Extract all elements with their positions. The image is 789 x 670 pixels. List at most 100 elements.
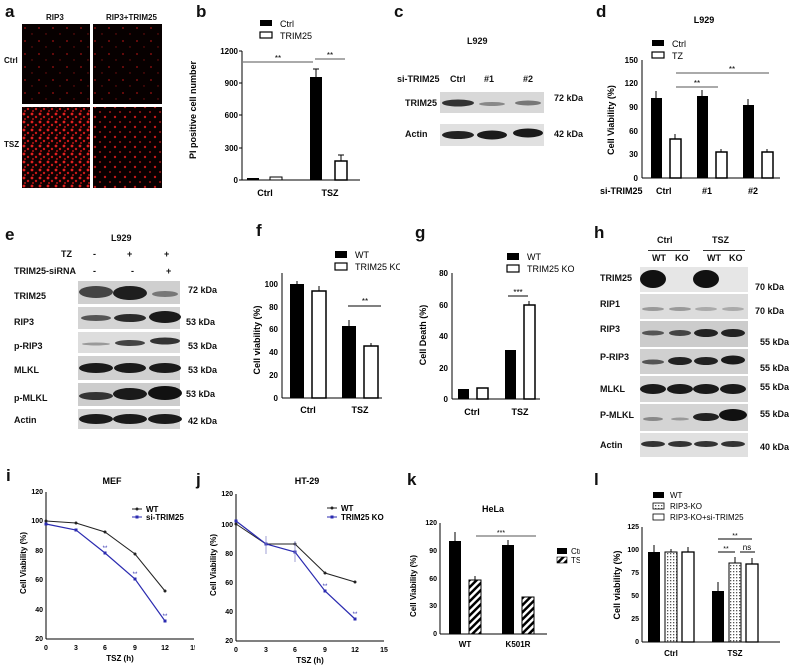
svg-text:9: 9 — [323, 647, 327, 654]
svg-text:K501R: K501R — [506, 640, 531, 649]
kda-marker: 42 kDa — [554, 129, 584, 139]
svg-text:Cell Viability (%): Cell Viability (%) — [209, 534, 218, 596]
legend-ctrl: Ctrl — [280, 19, 294, 29]
svg-text:Cell Viability (%): Cell Viability (%) — [409, 555, 418, 617]
svg-text:**: ** — [103, 546, 108, 552]
lane-label: Ctrl — [450, 74, 466, 84]
svg-text:15: 15 — [380, 647, 388, 654]
svg-text:***: *** — [513, 288, 522, 297]
western-blot-c — [440, 92, 544, 146]
legend-trim25: TRIM25 — [280, 31, 312, 41]
svg-text:WT: WT — [341, 504, 354, 513]
svg-text:Ctrl: Ctrl — [664, 649, 678, 658]
svg-text:Ctrl: Ctrl — [656, 186, 672, 196]
svg-text:100: 100 — [221, 522, 233, 529]
svg-text:ns: ns — [743, 543, 751, 552]
chart-g: WT TRIM25 KO Cell Death (%) 0 20 40 60 80 **… — [418, 252, 575, 417]
svg-text:20: 20 — [439, 364, 448, 373]
panel-label: e — [5, 225, 15, 244]
svg-text:120: 120 — [425, 520, 437, 527]
condition-label: TRIM25-siRNA — [14, 266, 77, 276]
svg-text:0: 0 — [444, 395, 449, 404]
row-header: Ctrl — [4, 56, 18, 65]
panel-label: c — [394, 2, 404, 21]
panel-l: l WT RIP3-KO RIP3-KO+si-TRIM25 Cell viab… — [580, 460, 789, 665]
svg-text:**: ** — [732, 533, 738, 540]
svg-text:Cell Viability (%): Cell Viability (%) — [606, 85, 616, 155]
svg-text:#2: #2 — [748, 186, 758, 196]
svg-text:HT-29: HT-29 — [295, 476, 320, 486]
svg-text:0: 0 — [234, 647, 238, 654]
svg-text:WT: WT — [670, 491, 683, 500]
y-axis-label: PI positive cell number — [188, 60, 198, 159]
col-header: RIP3+TRIM25 — [106, 13, 157, 22]
svg-text:0: 0 — [634, 174, 639, 183]
svg-text:0: 0 — [274, 394, 279, 403]
svg-text:60: 60 — [429, 576, 437, 583]
svg-text:si-TRIM25: si-TRIM25 — [600, 186, 643, 196]
svg-text:WT: WT — [527, 252, 541, 262]
svg-text:50: 50 — [631, 593, 639, 600]
svg-text:9: 9 — [133, 645, 137, 652]
svg-text:**: ** — [163, 614, 168, 620]
row-label: TRIM25 — [405, 98, 438, 108]
svg-text:TRIM25 KO: TRIM25 KO — [355, 262, 400, 272]
panel-i: i MEF WT si-TRIM25 Cell Viability (%) 20… — [0, 460, 198, 665]
svg-text:30: 30 — [429, 603, 437, 610]
svg-text:**: ** — [694, 79, 700, 88]
svg-text:TSZ (h): TSZ (h) — [106, 654, 134, 663]
svg-text:0: 0 — [44, 645, 48, 652]
panel-label: j — [196, 470, 201, 489]
svg-text:20: 20 — [35, 636, 43, 643]
chart-d: L929 Ctrl TZ Cell Viability (%) 0 30 60 90 1… — [600, 15, 780, 196]
lane-label: #2 — [523, 74, 534, 84]
panel-f: f WT TRIM25 KO Cell viability (%) 0 20 40 6… — [230, 221, 403, 425]
svg-text:12: 12 — [161, 645, 169, 652]
svg-text:0: 0 — [635, 639, 639, 646]
svg-text:Cell viability (%): Cell viability (%) — [252, 305, 262, 374]
panel-label: g — [415, 223, 426, 242]
col-header: RIP3 — [46, 13, 64, 22]
svg-text:HeLa: HeLa — [482, 504, 505, 514]
panel-label: f — [256, 221, 262, 240]
svg-text:20: 20 — [225, 638, 233, 645]
svg-text:Ctrl: Ctrl — [571, 547, 580, 556]
svg-text:80: 80 — [269, 303, 278, 312]
western-blot-e — [78, 281, 182, 429]
lane-label: #1 — [484, 74, 495, 84]
svg-text:***: *** — [497, 530, 505, 537]
svg-text:RIP3-KO+si-TRIM25: RIP3-KO+si-TRIM25 — [670, 513, 744, 522]
svg-text:120: 120 — [625, 79, 639, 88]
svg-text:WT: WT — [459, 640, 472, 649]
svg-text:1200: 1200 — [220, 47, 238, 56]
svg-text:90: 90 — [629, 103, 638, 112]
panel-h: h Ctrl TSZ WT KO WT KO TRIM25 RIP1 RIP3 … — [580, 223, 789, 465]
chart-b: Ctrl TRIM25 PI positive cell number 0 300… — [188, 19, 360, 198]
svg-text:Ctrl: Ctrl — [257, 188, 273, 198]
svg-text:TRIM25 KO: TRIM25 KO — [527, 264, 575, 274]
svg-text:3: 3 — [264, 647, 268, 654]
svg-text:0: 0 — [234, 176, 239, 185]
svg-text:900: 900 — [225, 79, 239, 88]
svg-text:600: 600 — [225, 111, 239, 120]
panel-label: k — [407, 470, 417, 489]
svg-text:MEF: MEF — [103, 476, 123, 486]
svg-text:40: 40 — [269, 348, 278, 357]
panel-label: i — [6, 466, 11, 485]
svg-text:20: 20 — [269, 371, 278, 380]
svg-text:90: 90 — [429, 548, 437, 555]
svg-text:60: 60 — [225, 580, 233, 587]
panel-j: j HT-29 WT TRIM25 KO Cell Viability (%) … — [190, 460, 390, 665]
svg-text:30: 30 — [629, 150, 638, 159]
svg-text:**: ** — [723, 546, 729, 553]
svg-text:TZ: TZ — [672, 51, 683, 61]
kda-marker: 72 kDa — [554, 93, 584, 103]
svg-text:L929: L929 — [694, 15, 715, 25]
svg-text:RIP3-KO: RIP3-KO — [670, 502, 702, 511]
svg-text:**: ** — [133, 572, 138, 578]
svg-text:60: 60 — [629, 127, 638, 136]
svg-text:80: 80 — [439, 269, 448, 278]
condition-label: si-TRIM25 — [397, 74, 440, 84]
svg-text:**: ** — [353, 612, 358, 618]
svg-text:150: 150 — [625, 56, 639, 65]
